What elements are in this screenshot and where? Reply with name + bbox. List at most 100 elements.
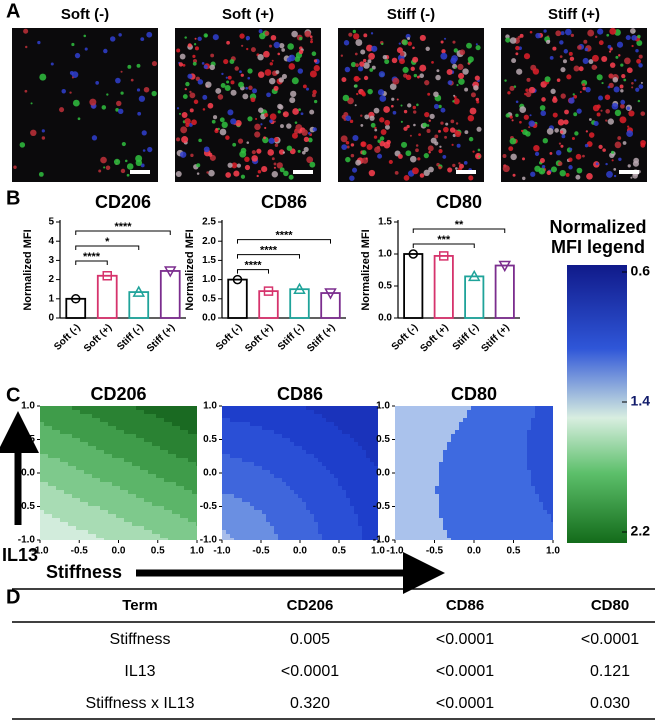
contour-cell <box>60 498 64 502</box>
contour-cell <box>322 450 326 454</box>
contour-cell <box>40 510 44 514</box>
contour-cell <box>495 426 499 430</box>
contour-cell <box>56 530 60 534</box>
contour-cell <box>80 458 84 462</box>
contour-cell <box>415 426 419 430</box>
cell <box>110 36 116 42</box>
cell <box>584 143 589 148</box>
contour-cell <box>415 450 419 454</box>
contour-cell <box>443 450 447 454</box>
contour-cell <box>290 450 294 454</box>
contour-cell <box>56 442 60 446</box>
contour-cell <box>274 478 278 482</box>
contour-cell <box>314 510 318 514</box>
contour-cell <box>172 486 176 490</box>
contour-cell <box>435 406 439 410</box>
contour-cell <box>310 538 314 540</box>
contour-cell <box>330 454 334 458</box>
contour-cell <box>451 410 455 414</box>
contour-cell <box>56 466 60 470</box>
contour-cell <box>399 478 403 482</box>
cell <box>409 155 417 163</box>
contour-cell <box>531 414 535 418</box>
contour-cell <box>495 490 499 494</box>
contour-cell <box>180 462 184 466</box>
contour-cell <box>334 442 338 446</box>
contour-cell <box>140 430 144 434</box>
contour-cell <box>56 438 60 442</box>
contour-cell <box>40 518 44 522</box>
cell <box>540 110 547 117</box>
cell <box>528 86 536 94</box>
contour-cell <box>310 454 314 458</box>
contour-cell <box>226 458 230 462</box>
contour-cell <box>330 478 334 482</box>
contour-cell <box>543 462 547 466</box>
cell <box>197 79 204 85</box>
contour-cell <box>463 530 467 534</box>
contour-cell <box>168 446 172 450</box>
contour-cell <box>48 514 52 518</box>
contour-cell <box>108 470 112 474</box>
contour-cell <box>112 538 116 540</box>
contour-cell <box>266 514 270 518</box>
contour-cell <box>96 462 100 466</box>
contour-cell <box>258 510 262 514</box>
cell <box>463 161 468 165</box>
contour-cell <box>246 438 250 442</box>
contour-cell <box>112 474 116 478</box>
contour-cell <box>222 502 226 506</box>
cell <box>101 105 107 110</box>
contour-cell <box>188 514 192 518</box>
contour-cell <box>294 534 298 538</box>
contour-cell <box>282 466 286 470</box>
contour-cell <box>451 474 455 478</box>
contour-cell <box>443 494 447 498</box>
contour-cell <box>306 534 310 538</box>
contour-cell <box>270 410 274 414</box>
contour-cell <box>395 522 399 526</box>
contour-cell <box>475 442 479 446</box>
contour-cell <box>455 482 459 486</box>
contour-cell <box>467 422 471 426</box>
cell <box>354 52 358 56</box>
contour-cell <box>234 430 238 434</box>
contour-cell <box>298 538 302 540</box>
contour-cell <box>302 438 306 442</box>
contour-cell <box>427 486 431 490</box>
contour-cell <box>282 498 286 502</box>
contour-cell <box>184 510 188 514</box>
contour-cell <box>184 442 188 446</box>
contour-cell <box>192 442 196 446</box>
contour-cell <box>326 498 330 502</box>
cell <box>611 159 614 162</box>
cell <box>301 150 306 155</box>
cell <box>505 37 511 43</box>
contour-cell <box>88 518 92 522</box>
contour-cell <box>326 438 330 442</box>
contour-cell <box>463 506 467 510</box>
contour-cell <box>535 494 539 498</box>
contour-cell <box>56 418 60 422</box>
contour-cell <box>511 482 515 486</box>
contour-cell <box>152 526 156 530</box>
contour-cell <box>124 454 128 458</box>
contour-cell <box>511 446 515 450</box>
contour-cell <box>184 454 188 458</box>
contour-cell <box>495 514 499 518</box>
contour-cell <box>358 522 362 526</box>
contour-cell <box>132 414 136 418</box>
contour-cell <box>451 498 455 502</box>
contour-cell <box>44 434 48 438</box>
contour-cell <box>338 430 342 434</box>
contour-cell <box>302 406 306 410</box>
contour-cell <box>168 502 172 506</box>
contour-cell <box>431 518 435 522</box>
contour-cell <box>491 494 495 498</box>
contour-cell <box>479 430 483 434</box>
contour-cell <box>76 406 80 410</box>
contour-cell <box>270 438 274 442</box>
contour-cell <box>132 418 136 422</box>
contour-cell <box>140 422 144 426</box>
contour-cell <box>270 518 274 522</box>
